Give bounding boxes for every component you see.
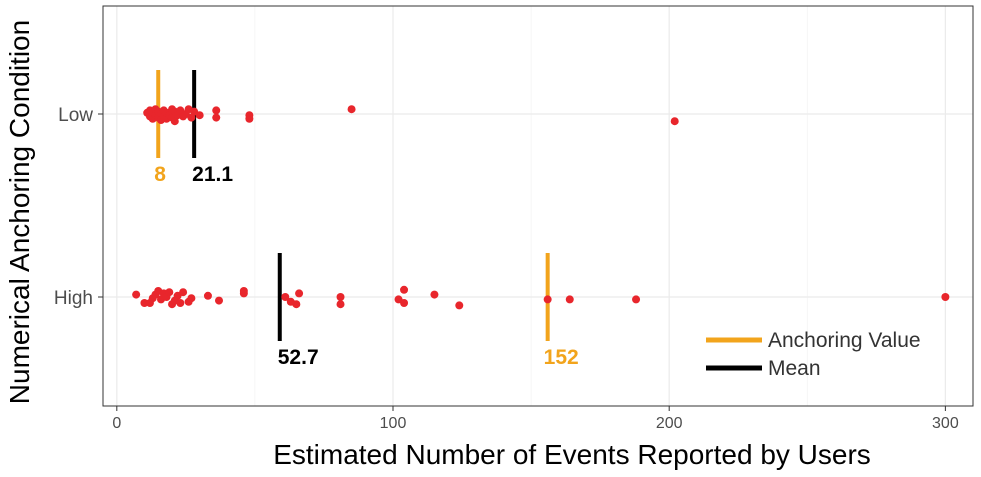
- data-point-low: [347, 105, 356, 114]
- y-tick-label-high: High: [54, 288, 93, 309]
- x-axis-title: Estimated Number of Events Reported by U…: [273, 439, 871, 470]
- x-tick-label-300: 300: [932, 415, 959, 432]
- annotation-layer: 8 21.1 152 52.7: [154, 163, 578, 369]
- data-point-high: [140, 299, 149, 307]
- data-point-high: [632, 295, 641, 304]
- data-point-high: [543, 295, 552, 304]
- data-point-low: [245, 111, 254, 120]
- y-tick-label-low: Low: [58, 105, 93, 126]
- legend-label-mean: Mean: [768, 357, 821, 380]
- data-point-high: [455, 301, 464, 310]
- x-tick-label-100: 100: [380, 415, 407, 432]
- data-point-low: [170, 117, 179, 126]
- data-point-high: [336, 300, 345, 309]
- data-point-high: [187, 294, 196, 303]
- data-point-high: [400, 299, 409, 307]
- data-point-high: [176, 299, 185, 307]
- data-point-high: [281, 293, 290, 301]
- data-point-high: [565, 295, 574, 304]
- legend-layer: Anchoring Value Mean: [706, 329, 921, 380]
- legend-label-anchoring-value: Anchoring Value: [768, 329, 921, 352]
- mean-label-high: 52.7: [278, 346, 319, 369]
- data-point-high: [941, 293, 950, 301]
- anchoring-value-label-high: 152: [544, 346, 579, 369]
- data-point-high: [215, 296, 223, 305]
- data-point-high: [132, 290, 141, 299]
- y-axis-title: Numerical Anchoring Condition: [4, 20, 35, 404]
- data-point-high: [165, 288, 174, 297]
- data-point-high: [292, 300, 301, 309]
- data-point-high: [336, 293, 345, 301]
- mean-label-low: 21.1: [192, 163, 233, 186]
- data-point-low: [195, 111, 204, 120]
- data-point-high: [400, 285, 409, 294]
- data-point-high: [239, 287, 248, 295]
- axis-layer: 0 100 200 300 Low High: [54, 105, 959, 432]
- data-point-low: [187, 113, 196, 122]
- data-point-high: [430, 290, 439, 299]
- panel-border: [102, 5, 974, 407]
- data-point-low: [212, 106, 221, 115]
- x-tick-label-200: 200: [656, 415, 683, 432]
- grid-layer: [103, 6, 973, 406]
- data-point-low: [670, 117, 679, 126]
- points-layer: [132, 105, 950, 310]
- data-point-high: [203, 291, 212, 300]
- anchoring-value-label-low: 8: [154, 163, 166, 186]
- data-point-high: [295, 289, 304, 298]
- x-tick-label-0: 0: [112, 415, 121, 432]
- data-point-high: [179, 288, 188, 297]
- data-point-low: [212, 113, 221, 122]
